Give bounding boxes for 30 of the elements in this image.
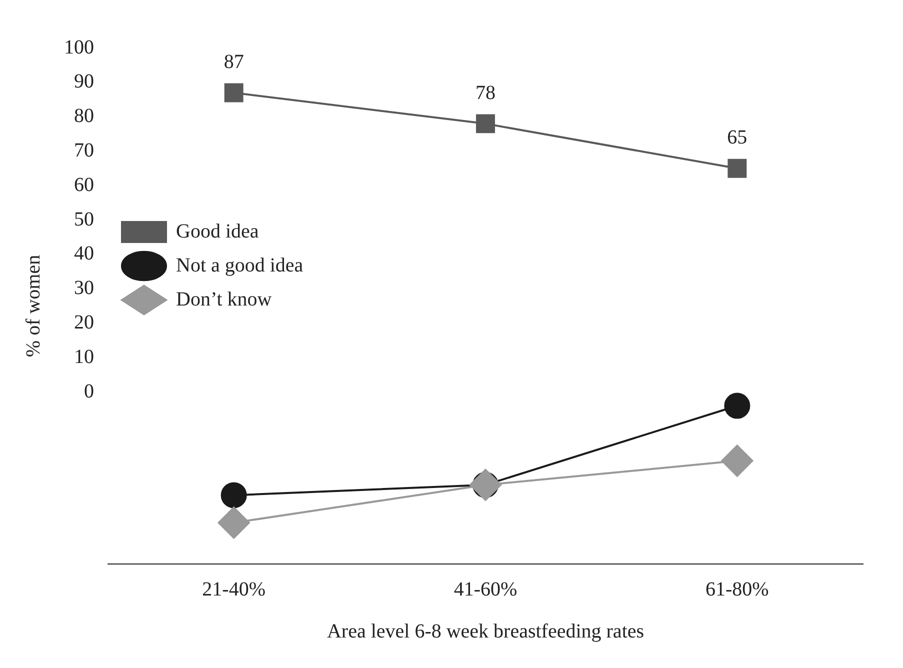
x-tick-label: 41-60% bbox=[454, 578, 518, 600]
legend-label: Good idea bbox=[176, 220, 259, 242]
point bbox=[728, 158, 747, 178]
point bbox=[721, 444, 754, 477]
point bbox=[224, 83, 244, 102]
y-tick-label: 40 bbox=[74, 242, 94, 265]
x-tick-label: 61-80% bbox=[706, 578, 769, 600]
y-tick-label: 30 bbox=[74, 277, 94, 300]
point bbox=[724, 392, 750, 419]
y-axis-title: % of women bbox=[22, 254, 44, 358]
y-tick-label: 80 bbox=[74, 105, 94, 128]
y-tick-label: 100 bbox=[64, 36, 94, 58]
y-tick-label: 60 bbox=[74, 174, 94, 196]
y-tick-label: 10 bbox=[74, 346, 94, 368]
x-tick-label: 21-40% bbox=[202, 578, 266, 600]
y-tick-label: 0 bbox=[84, 380, 94, 402]
point bbox=[476, 114, 495, 134]
y-tick-label: 70 bbox=[74, 139, 94, 162]
y-tick-label: 50 bbox=[74, 208, 94, 230]
data-label: 65 bbox=[727, 126, 748, 149]
point bbox=[218, 506, 250, 539]
point bbox=[220, 482, 247, 508]
y-tick-label: 90 bbox=[74, 70, 94, 93]
y-tick-label: 20 bbox=[74, 311, 94, 334]
legend-label: Not a good idea bbox=[176, 254, 304, 276]
legend-label: Don’t know bbox=[176, 288, 272, 310]
data-label: 87 bbox=[224, 50, 244, 73]
x-axis-title: Area level 6-8 week breastfeeding rates bbox=[326, 620, 644, 642]
point bbox=[470, 468, 502, 501]
data-label: 78 bbox=[476, 82, 496, 104]
